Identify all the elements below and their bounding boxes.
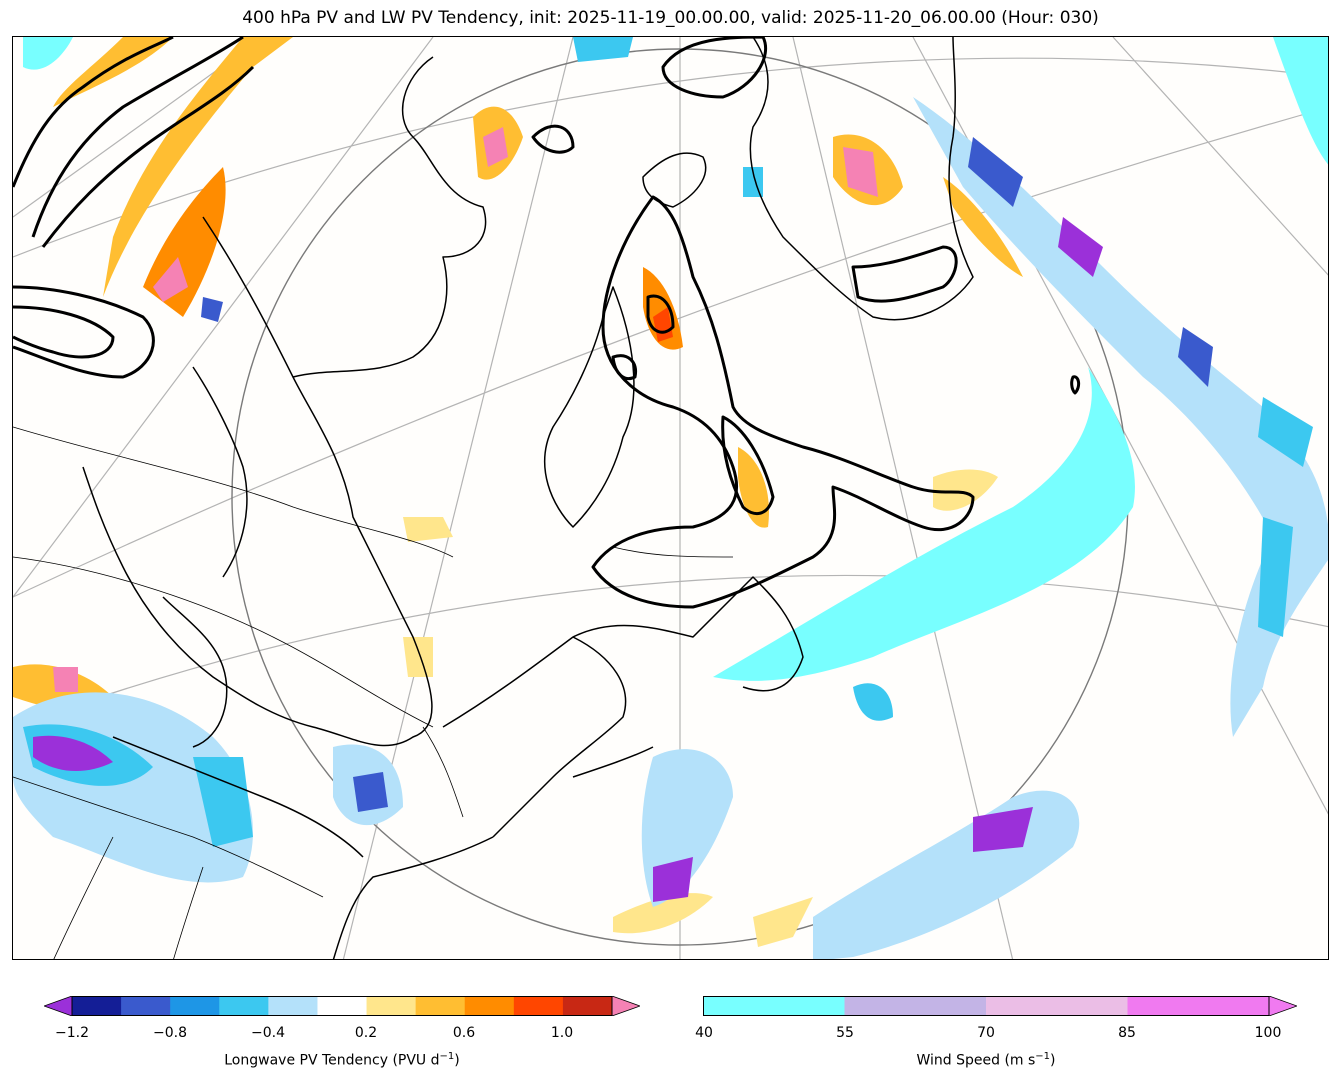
colorbar-wind-speed-label-end: ) [1050,1052,1056,1069]
tick-label: 70 [977,1025,995,1041]
colorbar-wind-speed-bar [703,996,1297,1016]
colorbar-segment [170,996,220,1016]
tick-label: 100 [1254,1025,1282,1041]
colorbar-extend-high [611,996,640,1016]
colorbar-wind-speed-label: Wind Speed (m s−1) [703,1051,1269,1069]
colorbar-segment [562,996,613,1016]
tick-label: 1.0 [550,1025,574,1041]
colorbar-frame [703,996,1270,1016]
map-panel[interactable] [12,36,1329,960]
tick-label: 55 [836,1025,854,1041]
colorbar-pv-tendency-label-exp: −1 [439,1051,455,1062]
colorbar-segment [464,996,515,1016]
colorbar-segment [72,996,122,1016]
colorbar-segment [513,996,564,1016]
colorbar-segment [317,996,368,1016]
tick-label: −0.4 [251,1025,285,1041]
tick-label: −1.2 [55,1025,89,1041]
tick-label: 0.6 [452,1025,476,1041]
colorbar-wind-speed-label-text: Wind Speed (m s [916,1052,1036,1069]
colorbar-segment [1127,996,1270,1016]
colorbar-frame [71,996,613,1016]
colorbar-pv-tendency-bar [44,996,640,1016]
colorbar-segment [703,996,845,1016]
colorbar-segment [986,996,1128,1016]
colorbar-segment [366,996,417,1016]
colorbar-pv-tendency-label-text: Longwave PV Tendency (PVU d [224,1052,440,1069]
colorbar-segment [844,996,987,1016]
tick-label: 0.2 [354,1025,378,1041]
colorbar-segment [415,996,466,1016]
borders [13,426,734,959]
tick-label: 40 [695,1025,713,1041]
tick-label: −0.8 [153,1025,187,1041]
colorbar-wind-speed-label-exp: −1 [1035,1051,1051,1062]
tick-label: 85 [1118,1025,1136,1041]
colorbar-segment [121,996,171,1016]
wind-speed-shading [23,37,1328,681]
map-canvas [13,37,1328,959]
colorbar-segment [268,996,318,1016]
pv-contours [13,37,1081,609]
plot-title: 400 hPa PV and LW PV Tendency, init: 202… [242,8,1099,28]
colorbar-extend-high [1268,996,1297,1016]
colorbar-extend-low [44,996,73,1016]
pv-tendency-negative [13,37,1328,959]
colorbar-segment [219,996,269,1016]
colorbar-pv-tendency-label: Longwave PV Tendency (PVU d−1) [44,1051,640,1069]
colorbar-pv-tendency-label-end: ) [454,1052,460,1069]
